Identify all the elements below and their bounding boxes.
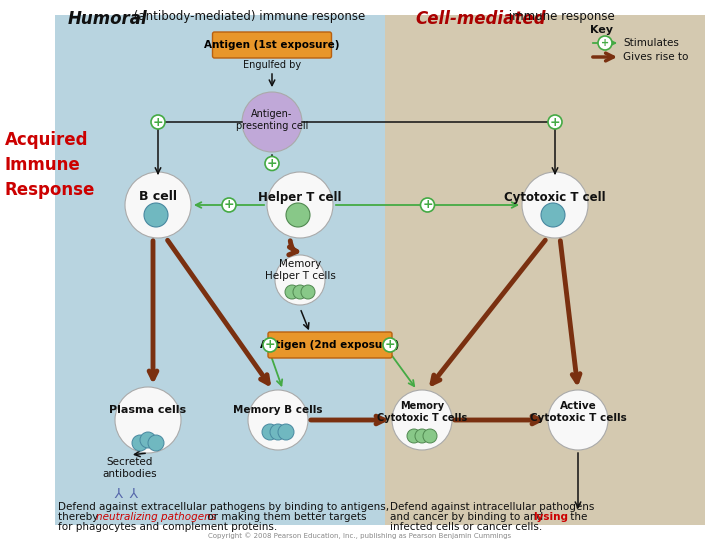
Circle shape bbox=[115, 387, 181, 453]
Circle shape bbox=[151, 115, 165, 129]
Text: Plasma cells: Plasma cells bbox=[109, 405, 186, 415]
Text: +: + bbox=[153, 116, 163, 129]
Circle shape bbox=[286, 203, 310, 227]
Bar bbox=[55, 15, 385, 525]
Text: Humoral: Humoral bbox=[68, 10, 148, 28]
Circle shape bbox=[140, 432, 156, 448]
Circle shape bbox=[125, 172, 191, 238]
Circle shape bbox=[415, 429, 429, 443]
Circle shape bbox=[522, 172, 588, 238]
Text: lysing: lysing bbox=[533, 512, 568, 522]
Circle shape bbox=[144, 203, 168, 227]
Circle shape bbox=[267, 172, 333, 238]
Circle shape bbox=[423, 429, 437, 443]
Text: thereby: thereby bbox=[58, 512, 102, 522]
Circle shape bbox=[598, 36, 612, 50]
Circle shape bbox=[420, 198, 434, 212]
Text: Acquired
Immune
Response: Acquired Immune Response bbox=[5, 131, 95, 199]
Circle shape bbox=[301, 285, 315, 299]
FancyBboxPatch shape bbox=[212, 32, 331, 58]
Text: +: + bbox=[601, 38, 609, 48]
Text: the: the bbox=[567, 512, 588, 522]
Text: +: + bbox=[384, 339, 395, 352]
Text: Memory
Cytotoxic T cells: Memory Cytotoxic T cells bbox=[377, 401, 467, 423]
Text: Memory
Helper T cells: Memory Helper T cells bbox=[264, 259, 336, 281]
Circle shape bbox=[242, 92, 302, 152]
Circle shape bbox=[148, 435, 164, 451]
Text: Stimulates: Stimulates bbox=[623, 38, 679, 48]
Text: and cancer by binding to and: and cancer by binding to and bbox=[390, 512, 546, 522]
Text: Secreted
antibodies: Secreted antibodies bbox=[103, 457, 157, 479]
Circle shape bbox=[262, 424, 278, 440]
Text: B cell: B cell bbox=[139, 191, 177, 204]
Circle shape bbox=[548, 115, 562, 129]
Text: +: + bbox=[422, 199, 433, 212]
Circle shape bbox=[541, 203, 565, 227]
Text: +: + bbox=[549, 116, 560, 129]
Text: +: + bbox=[266, 157, 277, 170]
Text: Gives rise to: Gives rise to bbox=[623, 52, 688, 62]
Text: Key: Key bbox=[590, 25, 613, 35]
Circle shape bbox=[285, 285, 299, 299]
Text: (antibody-mediated) immune response: (antibody-mediated) immune response bbox=[130, 10, 365, 23]
FancyBboxPatch shape bbox=[268, 332, 392, 358]
Text: immune response: immune response bbox=[505, 10, 615, 23]
Text: infected cells or cancer cells.: infected cells or cancer cells. bbox=[390, 522, 542, 532]
Text: for phagocytes and complement proteins.: for phagocytes and complement proteins. bbox=[58, 522, 277, 532]
Text: Defend against extracellular pathogens by binding to antigens,: Defend against extracellular pathogens b… bbox=[58, 502, 389, 512]
Text: Active
Cytotoxic T cells: Active Cytotoxic T cells bbox=[530, 401, 626, 423]
Text: +: + bbox=[265, 339, 275, 352]
Bar bbox=[385, 15, 705, 525]
Text: or making them better targets: or making them better targets bbox=[204, 512, 366, 522]
Circle shape bbox=[275, 255, 325, 305]
Circle shape bbox=[548, 390, 608, 450]
Text: Antigen (1st exposure): Antigen (1st exposure) bbox=[204, 40, 340, 50]
Text: Engulfed by: Engulfed by bbox=[243, 60, 301, 70]
Text: Cell-mediated: Cell-mediated bbox=[415, 10, 546, 28]
Text: Cytotoxic T cell: Cytotoxic T cell bbox=[504, 191, 606, 204]
Text: +: + bbox=[224, 199, 234, 212]
Circle shape bbox=[383, 338, 397, 352]
Circle shape bbox=[407, 429, 421, 443]
Text: Defend against intracellular pathogens: Defend against intracellular pathogens bbox=[390, 502, 595, 512]
Circle shape bbox=[132, 435, 148, 451]
Text: Antigen (2nd exposure): Antigen (2nd exposure) bbox=[261, 340, 400, 350]
Text: Memory B cells: Memory B cells bbox=[233, 405, 323, 415]
Text: neutralizing pathogens: neutralizing pathogens bbox=[96, 512, 216, 522]
Circle shape bbox=[278, 424, 294, 440]
Circle shape bbox=[270, 424, 286, 440]
Text: Y: Y bbox=[131, 483, 139, 497]
Circle shape bbox=[392, 390, 452, 450]
Text: Antigen-
presenting cell: Antigen- presenting cell bbox=[236, 109, 308, 131]
Circle shape bbox=[293, 285, 307, 299]
Circle shape bbox=[263, 338, 277, 352]
Circle shape bbox=[248, 390, 308, 450]
Text: Helper T cell: Helper T cell bbox=[258, 191, 342, 204]
Text: Y: Y bbox=[116, 483, 124, 497]
Circle shape bbox=[265, 157, 279, 171]
Text: Copyright © 2008 Pearson Education, Inc., publishing as Pearson Benjamin Cumming: Copyright © 2008 Pearson Education, Inc.… bbox=[208, 532, 512, 539]
Circle shape bbox=[222, 198, 236, 212]
